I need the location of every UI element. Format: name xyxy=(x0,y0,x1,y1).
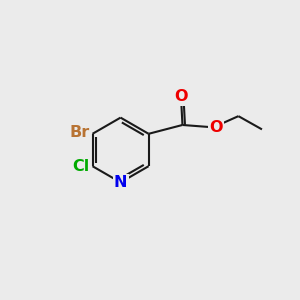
Text: Br: Br xyxy=(69,125,90,140)
Text: O: O xyxy=(209,120,223,135)
Text: O: O xyxy=(174,89,188,104)
Text: N: N xyxy=(114,175,127,190)
Text: Cl: Cl xyxy=(72,159,90,174)
